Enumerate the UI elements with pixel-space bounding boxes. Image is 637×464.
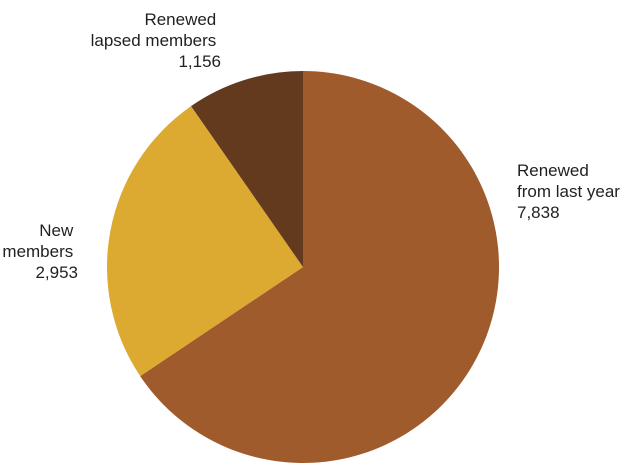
slice-label-new-members: New members 2,953	[2, 221, 78, 282]
slice-label-line: from last year	[517, 182, 620, 201]
slice-renewed-lapsed-members	[191, 71, 303, 267]
slice-label-line: Renewed	[144, 10, 216, 29]
slice-label-line: New	[39, 221, 74, 240]
slice-label-renewed-from-last-year: Renewed from last year 7,838	[517, 161, 625, 222]
slice-value-label: 1,156	[178, 52, 221, 71]
slice-label-line: members	[2, 242, 73, 261]
slice-new-members	[107, 106, 303, 377]
slice-renewed-from-last-year	[140, 71, 500, 464]
slice-value-label: 2,953	[35, 263, 78, 282]
slice-label-renewed-lapsed-members: Renewed lapsed members 1,156	[91, 10, 221, 71]
pie-slices	[107, 71, 500, 464]
slice-label-line: Renewed	[517, 161, 589, 180]
slice-value-label: 7,838	[517, 203, 560, 222]
slice-label-line: lapsed members	[91, 31, 217, 50]
